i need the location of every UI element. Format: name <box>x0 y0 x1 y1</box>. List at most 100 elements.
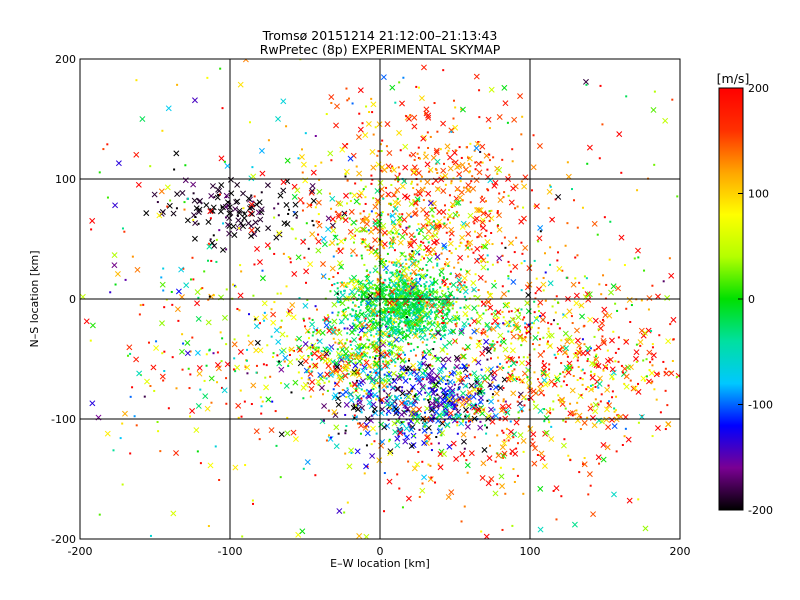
data-point-dot <box>370 227 373 230</box>
data-point-cross <box>381 382 388 389</box>
data-point-cross <box>581 461 588 468</box>
data-point-cross <box>369 299 376 306</box>
data-point-dot <box>589 347 592 350</box>
data-point-cross <box>341 310 347 317</box>
data-point-dot <box>408 357 411 360</box>
data-point-dot <box>596 233 599 236</box>
data-point-cross <box>402 164 409 171</box>
data-point-dot <box>344 342 347 345</box>
data-point-dot <box>441 316 444 319</box>
data-point-cross <box>276 360 283 367</box>
data-point-dot <box>381 282 384 285</box>
data-point-dot <box>363 472 366 475</box>
scatter-points <box>80 59 680 539</box>
data-point-dot <box>548 363 551 366</box>
data-point-dot <box>365 444 368 447</box>
data-point-cross <box>471 386 478 393</box>
data-point-dot <box>413 158 416 161</box>
data-point-cross <box>297 346 303 353</box>
data-point-dot <box>402 292 405 295</box>
data-point-dot <box>167 407 170 410</box>
data-point-dot <box>658 334 661 337</box>
data-point-cross <box>126 344 133 351</box>
data-point-dot <box>452 99 455 102</box>
data-point-dot <box>502 316 505 319</box>
data-point-cross <box>405 495 412 502</box>
data-point-dot <box>459 306 462 309</box>
data-point-cross <box>342 281 349 288</box>
data-point-dot <box>189 373 192 376</box>
data-point-dot <box>446 278 449 281</box>
data-point-cross <box>206 243 213 250</box>
data-point-cross <box>397 345 404 352</box>
data-point-cross <box>401 216 408 223</box>
data-point-cross <box>232 206 239 213</box>
data-point-dot <box>465 286 468 289</box>
data-point-cross <box>219 204 226 211</box>
data-point-dot <box>339 301 342 304</box>
data-point-dot <box>407 422 410 425</box>
data-point-cross <box>196 370 203 377</box>
data-point-dot <box>509 270 512 273</box>
data-point-dot <box>504 246 507 249</box>
data-point-dot <box>389 215 392 218</box>
data-point-dot <box>542 350 545 353</box>
data-point-dot <box>474 161 477 164</box>
data-point-dot <box>380 381 383 384</box>
data-point-dot <box>378 272 381 275</box>
data-point-dot <box>529 264 532 267</box>
data-point-dot <box>486 168 489 171</box>
data-point-cross <box>442 343 448 350</box>
data-point-cross <box>414 461 421 468</box>
data-point-dot <box>522 492 525 495</box>
data-point-dot <box>586 358 589 361</box>
data-point-dot <box>341 388 344 391</box>
data-point-dot <box>585 83 588 86</box>
data-point-dot <box>453 408 456 411</box>
data-point-dot <box>427 401 430 404</box>
y-axis-label: N–S location [km] <box>28 250 41 347</box>
data-point-cross <box>452 314 459 321</box>
data-point-cross <box>112 202 119 209</box>
data-point-dot <box>490 232 493 235</box>
data-point-cross <box>565 369 572 376</box>
data-point-dot <box>330 207 333 210</box>
data-point-dot <box>635 343 638 346</box>
data-point-dot <box>394 345 397 348</box>
data-point-dot <box>432 288 435 291</box>
data-point-dot <box>396 288 399 291</box>
data-point-dot <box>396 176 399 179</box>
data-point-cross <box>455 412 462 419</box>
data-point-dot <box>346 179 349 182</box>
data-point-dot <box>394 285 397 288</box>
data-point-dot <box>448 371 451 374</box>
data-point-dot <box>434 354 437 357</box>
data-point-dot <box>537 378 540 381</box>
data-point-cross <box>309 182 316 189</box>
data-point-dot <box>643 379 646 382</box>
data-point-dot <box>472 251 475 254</box>
data-point-cross <box>352 362 359 369</box>
data-point-cross <box>276 231 283 238</box>
data-point-dot <box>405 329 408 332</box>
data-point-cross <box>496 167 503 173</box>
data-point-dot <box>484 424 487 427</box>
data-point-dot <box>388 370 391 373</box>
data-point-dot <box>445 375 448 378</box>
data-point-dot <box>374 212 377 215</box>
data-point-cross <box>616 131 623 138</box>
data-point-cross <box>650 352 657 359</box>
data-point-cross <box>536 235 543 242</box>
data-point-cross <box>464 221 471 228</box>
data-point-cross <box>391 281 398 288</box>
colorbar-tick-label: -100 <box>748 399 773 412</box>
data-point-dot <box>273 252 276 255</box>
data-point-dot <box>386 252 389 255</box>
data-point-dot <box>386 413 389 416</box>
data-point-dot <box>379 276 382 279</box>
data-point-dot <box>335 363 338 366</box>
data-point-dot <box>367 346 370 349</box>
data-point-cross <box>397 372 404 379</box>
data-point-cross <box>439 430 446 436</box>
data-point-cross <box>411 211 418 218</box>
